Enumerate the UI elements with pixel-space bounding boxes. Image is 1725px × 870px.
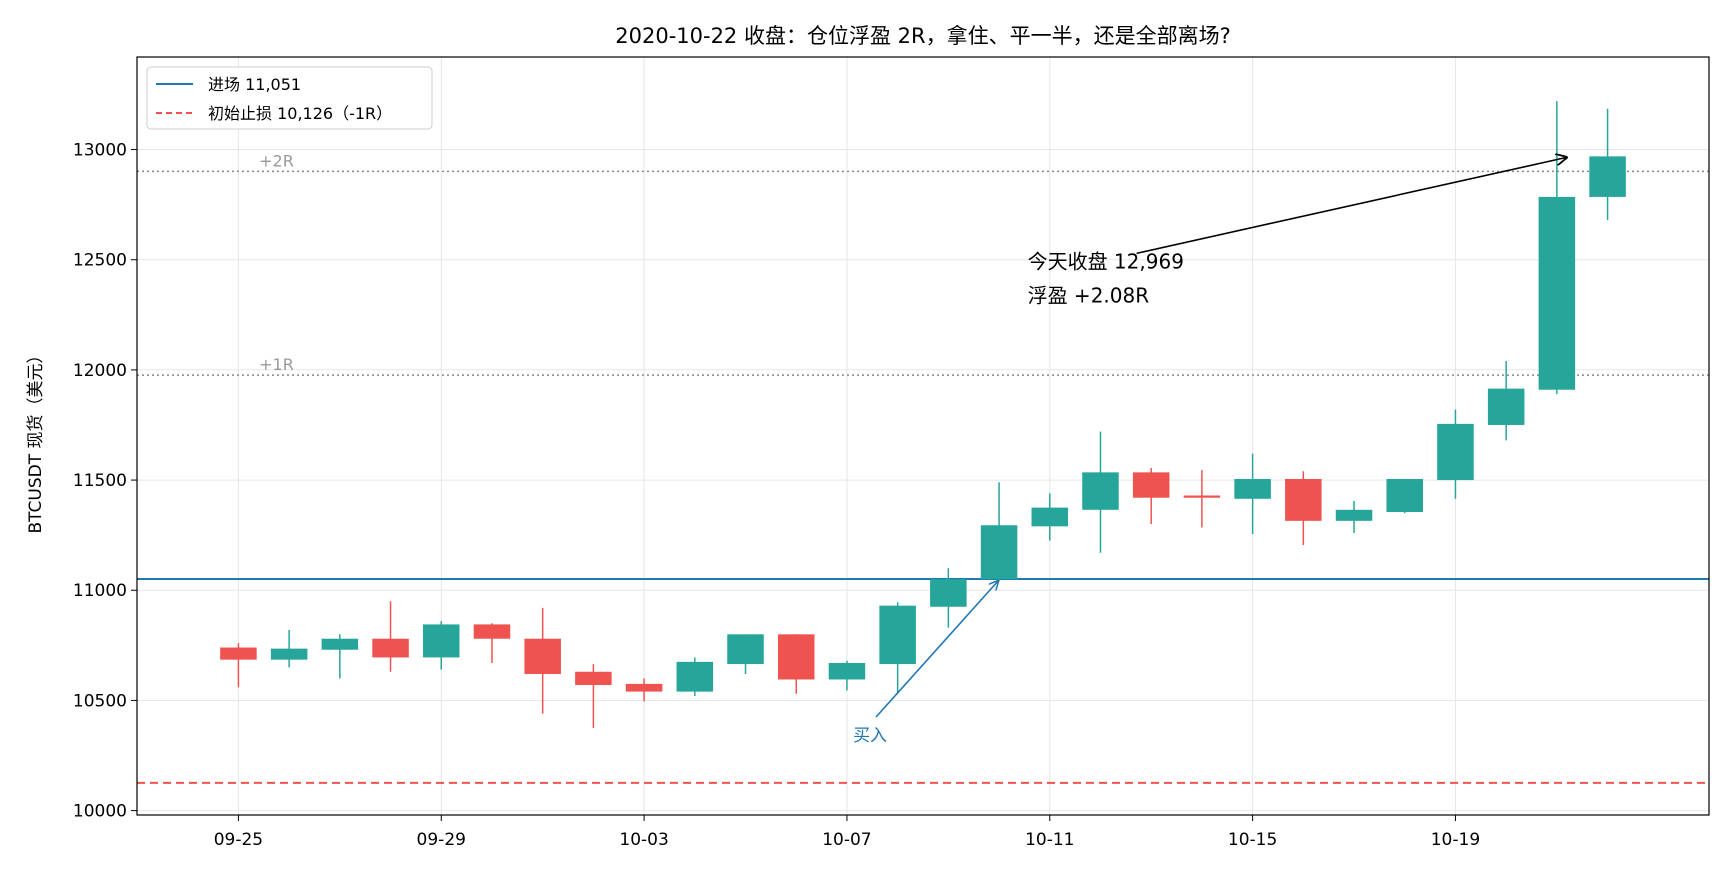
candle-body — [1437, 423, 1474, 481]
close-annotation-label: 今天收盘 12,969 — [1028, 249, 1184, 273]
candle-body — [727, 634, 764, 665]
candle — [980, 482, 1018, 582]
candle — [1082, 431, 1119, 553]
candle-body — [1335, 509, 1373, 521]
candle-body — [625, 683, 663, 692]
x-tick-label: 10-19 — [1431, 830, 1480, 850]
candle — [372, 601, 409, 672]
x-tick-label: 10-07 — [822, 830, 871, 850]
candle-body — [1031, 507, 1069, 527]
y-tick-label: 10000 — [73, 802, 127, 822]
candle — [270, 629, 308, 668]
candle-body — [777, 634, 815, 680]
candle-body — [1538, 196, 1576, 390]
candle — [220, 643, 257, 688]
candle — [879, 602, 916, 694]
candle-body — [828, 662, 866, 680]
candle-body — [676, 661, 714, 692]
candle — [1437, 409, 1474, 499]
candle-body — [1285, 478, 1322, 521]
candle — [727, 634, 764, 674]
candle — [625, 678, 663, 702]
y-axis-label: BTCUSDT 现货（美元） — [26, 346, 46, 533]
candle-body — [1487, 388, 1525, 425]
y-tick-label: 10500 — [73, 691, 127, 711]
y-tick-label: 12500 — [73, 251, 127, 271]
candle — [321, 634, 359, 679]
y-tick-label: 11500 — [73, 471, 127, 491]
candle-body — [270, 648, 308, 660]
candle — [1386, 478, 1423, 514]
reference-line-label: +2R — [259, 151, 294, 170]
candle — [524, 607, 561, 714]
annotations: 买入 今天收盘 12,969 浮盈 +2.08R — [853, 157, 1567, 746]
y-tick-label: 11000 — [73, 581, 127, 601]
reference-line-label: +1R — [259, 355, 294, 374]
candle — [473, 623, 511, 663]
buy-annotation-label: 买入 — [853, 726, 887, 746]
candle-body — [879, 605, 916, 665]
candle — [575, 664, 612, 728]
candle — [930, 568, 967, 628]
close-arrow — [1136, 157, 1567, 255]
candle-body — [1183, 495, 1221, 498]
candle-body — [1234, 478, 1271, 499]
legend-stop-label: 初始止损 10,126（-1R） — [208, 104, 392, 123]
candle-body — [930, 579, 967, 607]
buy-arrow — [875, 581, 998, 718]
chart-title: 2020-10-22 收盘：仓位浮盈 2R，拿住、平一半，还是全部离场? — [615, 24, 1231, 48]
candle-body — [524, 638, 561, 674]
legend-entry-label: 进场 11,051 — [208, 75, 301, 94]
plot-frame — [136, 56, 1710, 816]
y-tick-label: 13000 — [73, 141, 127, 161]
candle — [1031, 493, 1069, 541]
candle-body — [372, 638, 409, 658]
profit-annotation-label: 浮盈 +2.08R — [1028, 283, 1150, 307]
candle-body — [423, 624, 460, 658]
candle — [828, 660, 866, 691]
candle — [676, 657, 714, 697]
x-tick-label: 10-11 — [1025, 830, 1074, 850]
candle — [1234, 453, 1271, 535]
legend-box — [146, 66, 433, 130]
x-tick-label: 10-03 — [619, 830, 668, 850]
candle — [1487, 361, 1525, 441]
candle-body — [321, 638, 359, 650]
x-tick-label: 09-25 — [214, 830, 263, 850]
candle — [1335, 501, 1373, 533]
candle-body — [1589, 156, 1626, 197]
x-tick-label: 09-29 — [417, 830, 466, 850]
candle — [1538, 101, 1576, 395]
candle — [1285, 471, 1322, 546]
candle-body — [1082, 472, 1119, 510]
y-tick-label: 12000 — [73, 361, 127, 381]
axes: 10000 10500 11000 11500 12000 12500 13000 09-25… — [73, 141, 1480, 850]
candle-body — [980, 525, 1018, 580]
legend: 进场 11,051 初始止损 10,126（-1R） — [146, 66, 433, 130]
x-tick-label: 10-15 — [1228, 830, 1277, 850]
candles — [220, 101, 1626, 728]
candle-body — [1386, 478, 1423, 513]
candle-body — [575, 671, 612, 685]
candle-body — [473, 624, 511, 639]
reference-lines: +1R +2R — [137, 151, 1709, 784]
candle — [1183, 470, 1221, 528]
candle — [423, 621, 460, 670]
candle — [1132, 467, 1170, 525]
candle-body — [220, 647, 257, 660]
candle — [1589, 108, 1626, 221]
candle-body — [1132, 472, 1170, 498]
candle — [777, 634, 815, 694]
